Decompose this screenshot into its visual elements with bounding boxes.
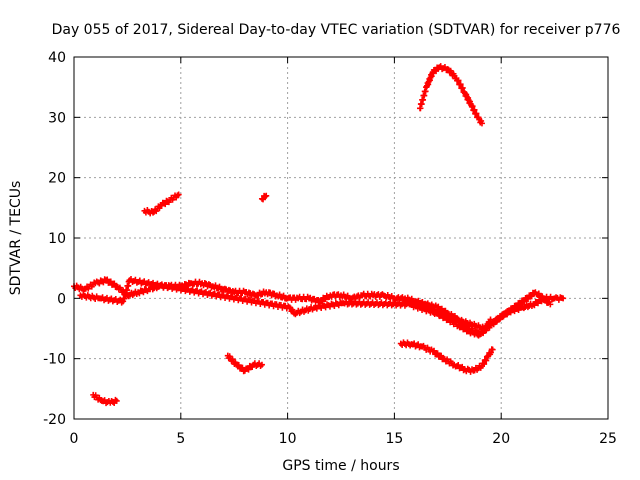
y-axis-label: SDTVAR / TECUs — [8, 181, 24, 296]
data-point — [514, 303, 521, 310]
y-tick-label: 30 — [48, 110, 66, 126]
x-tick-label: 15 — [385, 431, 403, 447]
data-point — [438, 352, 445, 359]
x-tick-label: 20 — [492, 431, 510, 447]
data-point — [263, 192, 270, 199]
data-point — [510, 306, 517, 313]
data-point — [547, 301, 554, 308]
y-tick-label: -10 — [43, 352, 66, 368]
x-tick-label: 5 — [176, 431, 185, 447]
tick-marks — [73, 56, 609, 420]
data-point — [531, 302, 538, 309]
data-point — [521, 298, 528, 305]
data-point — [239, 364, 246, 371]
data-point — [478, 120, 485, 127]
data-point — [489, 346, 496, 353]
grid — [74, 57, 608, 419]
y-tick-label: 10 — [48, 231, 66, 247]
data-point — [258, 361, 265, 368]
data-point — [539, 293, 546, 300]
data-point — [235, 362, 242, 369]
data-point — [535, 290, 542, 297]
data-point — [434, 350, 441, 357]
data-point — [113, 397, 120, 404]
data-point — [495, 316, 502, 323]
y-tick-label: 20 — [48, 171, 66, 187]
data-point — [492, 319, 499, 326]
y-tick-label: 40 — [48, 50, 66, 66]
data-point — [517, 301, 524, 308]
data-point — [175, 191, 182, 198]
x-axis-label: GPS time / hours — [282, 458, 399, 474]
data-point — [431, 347, 438, 354]
data-point — [503, 311, 510, 318]
x-tick-label: 0 — [70, 431, 79, 447]
data-point — [506, 308, 513, 315]
chart-title: Day 055 of 2017, Sidereal Day-to-day VTE… — [52, 22, 621, 38]
data-point — [433, 68, 440, 75]
data-point — [245, 366, 252, 373]
data-points — [71, 63, 567, 407]
data-point — [487, 316, 494, 323]
data-point — [499, 314, 506, 321]
x-tick-label: 25 — [599, 431, 617, 447]
data-point — [560, 295, 567, 302]
y-tick-label: 0 — [57, 291, 66, 307]
y-tick-labels: -20 -10 0 10 20 30 40 — [43, 50, 66, 428]
y-tick-label: -20 — [43, 412, 66, 428]
data-point — [525, 295, 532, 302]
data-point — [542, 296, 549, 303]
data-point — [150, 209, 157, 216]
x-tick-label: 10 — [279, 431, 297, 447]
x-tick-labels: 0 5 10 15 20 25 — [70, 431, 617, 447]
data-point — [534, 300, 541, 307]
data-point — [528, 293, 535, 300]
